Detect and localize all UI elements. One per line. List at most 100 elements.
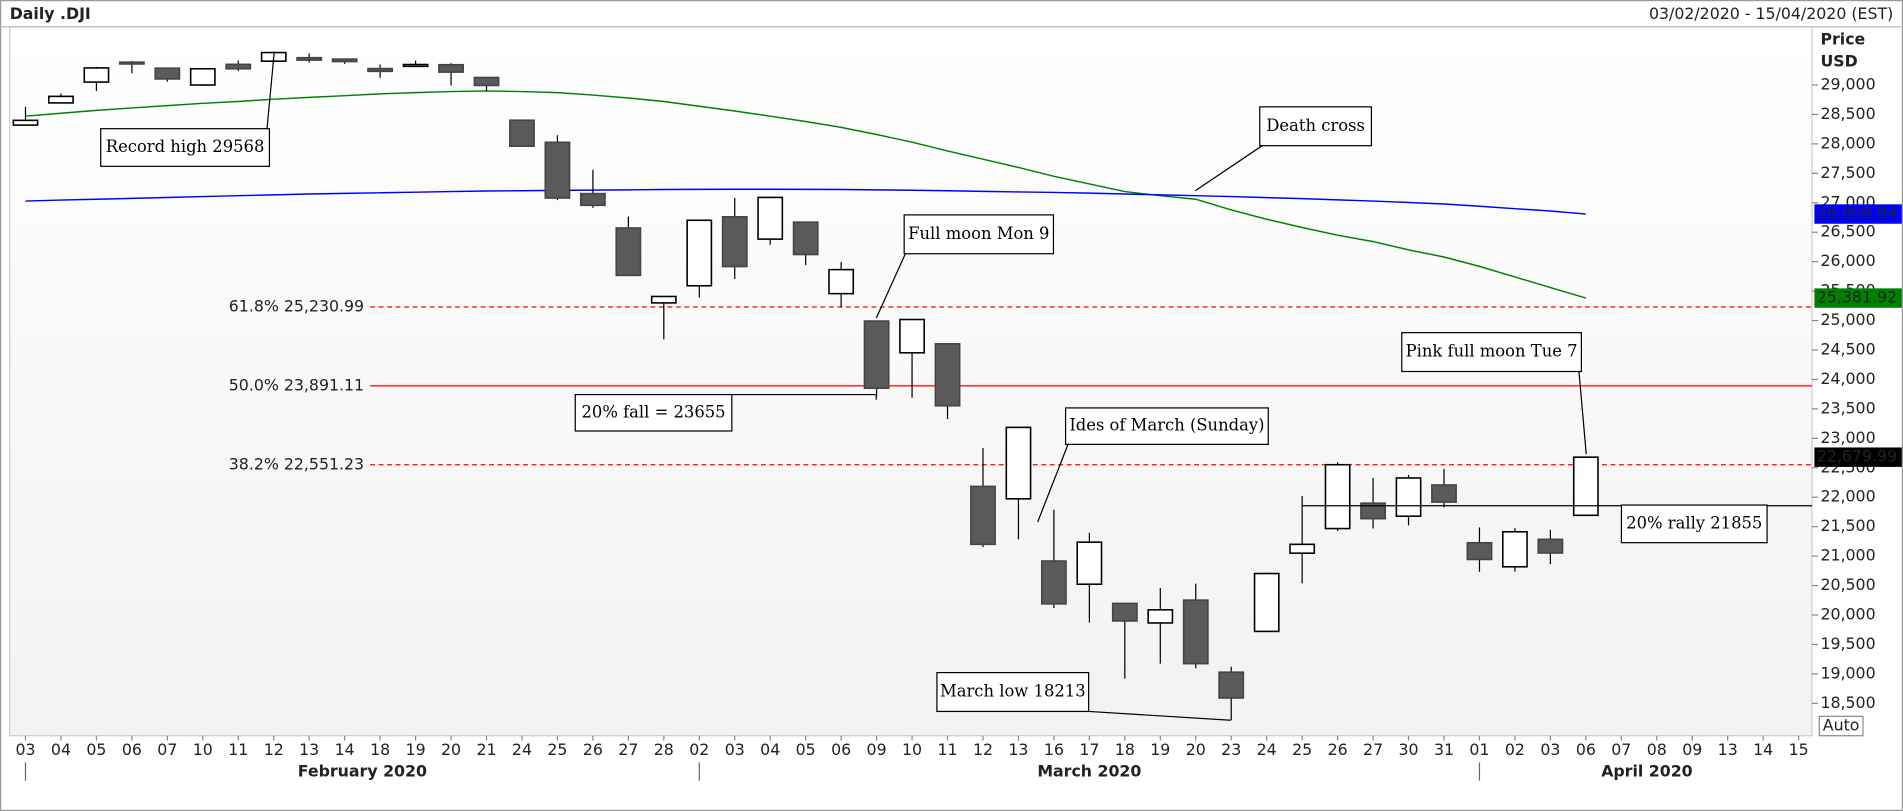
y-tick-label: 19,000	[1820, 663, 1875, 682]
x-tick-label: 31	[1434, 740, 1454, 759]
candle-body	[1501, 531, 1528, 568]
price-tag	[1814, 288, 1902, 308]
candle-body	[1076, 541, 1103, 585]
chart-title: Daily .DJI	[10, 4, 91, 23]
candle-body	[721, 216, 748, 268]
annotation-leader	[1088, 710, 1231, 721]
candle-body	[473, 76, 500, 87]
auto-button-label[interactable]: Auto	[1823, 716, 1860, 735]
y-tick-label: 22,000	[1820, 487, 1875, 506]
x-tick-label: 25	[547, 740, 567, 759]
x-tick-label: 27	[618, 740, 638, 759]
y-tick-label: 27,500	[1820, 163, 1875, 182]
candle-body	[1147, 609, 1174, 624]
x-tick-label: 25	[1292, 740, 1312, 759]
candle-body	[331, 58, 358, 63]
candle-body	[402, 63, 429, 68]
candle-body	[1218, 671, 1245, 699]
annotation-box	[574, 393, 733, 432]
x-tick-label: 28	[654, 740, 674, 759]
annotation-box	[1401, 332, 1582, 373]
y-tick-label: 26,000	[1820, 251, 1875, 270]
x-tick-label: 07	[1611, 740, 1631, 759]
y-tick-label: 29,000	[1820, 75, 1875, 94]
y-tick-label: 24,000	[1820, 369, 1875, 388]
moving-average	[25, 90, 1587, 299]
candle-body	[1466, 541, 1493, 561]
annotation-text: 20% rally 21855	[1626, 513, 1762, 532]
candle-body	[934, 343, 961, 407]
month-label: February 2020	[298, 762, 427, 781]
y-tick-label: 21,000	[1820, 546, 1875, 565]
annotation-leader	[875, 253, 906, 319]
x-tick-label: 21	[476, 740, 496, 759]
annotation-text: Ides of March (Sunday)	[1069, 416, 1264, 435]
level-label: 61.8% 25,230.99	[229, 296, 364, 315]
candle-body	[367, 67, 394, 73]
x-tick-label: 24	[1257, 740, 1277, 759]
candle-body	[970, 485, 996, 546]
x-tick-label: 04	[760, 740, 780, 759]
candle-body	[1395, 477, 1422, 517]
x-tick-label: 23	[1221, 740, 1241, 759]
month-label: April 2020	[1601, 762, 1692, 781]
y-tick-label: 25,000	[1820, 310, 1875, 329]
candle-body	[296, 56, 323, 61]
moving-average	[25, 188, 1586, 215]
candle-body	[1253, 572, 1280, 633]
x-tick-label: 11	[937, 740, 957, 759]
price-tag	[1814, 447, 1902, 467]
candle-body	[792, 221, 819, 256]
annotation-text: Record high 29568	[106, 137, 265, 156]
x-tick-label: 08	[1647, 740, 1667, 759]
month-label: March 2020	[1037, 762, 1141, 781]
annotation-text: 20% fall = 23655	[581, 402, 725, 421]
x-tick-label: 13	[1008, 740, 1028, 759]
candle-body	[899, 318, 925, 354]
x-tick-label: 10	[902, 740, 922, 759]
x-tick-label: 09	[867, 740, 887, 759]
candle-body	[12, 119, 39, 126]
annotation-leader	[731, 393, 877, 400]
candle-body	[1431, 484, 1457, 503]
date-range: 03/02/2020 - 15/04/2020 (EST)	[1649, 4, 1893, 23]
candle-body	[118, 61, 145, 65]
candle-body	[686, 219, 713, 287]
annotation-box	[100, 128, 271, 167]
level-label: 50.0% 23,891.11	[229, 375, 364, 394]
price-tag-label: 26,808.84	[1817, 204, 1897, 223]
price-tag-label: 22,679.99	[1817, 447, 1897, 466]
candle-body	[544, 141, 571, 199]
y-tick-label: 23,000	[1820, 428, 1875, 447]
x-tick-label: 12	[264, 740, 284, 759]
annotation-text: March low 18213	[940, 682, 1086, 701]
x-tick-label: 15	[1789, 740, 1809, 759]
annotation-box	[1620, 504, 1768, 544]
x-tick-label: 02	[689, 740, 709, 759]
candle-body	[863, 320, 890, 390]
x-tick-label: 05	[86, 740, 106, 759]
y-tick-label: 18,500	[1820, 693, 1875, 712]
candle-body	[615, 227, 642, 277]
x-tick-label: 19	[1150, 740, 1170, 759]
candle-body	[1182, 599, 1209, 665]
candle-body	[438, 63, 464, 73]
x-tick-label: 20	[441, 740, 461, 759]
auto-button[interactable]	[1818, 715, 1864, 737]
candle-body	[1040, 560, 1067, 605]
annotation-box	[936, 671, 1090, 713]
candle-body	[1537, 538, 1564, 554]
x-tick-label: 05	[796, 740, 816, 759]
x-tick-label: 06	[1576, 740, 1596, 759]
y-tick-label: 20,500	[1820, 575, 1875, 594]
x-tick-label: 03	[1540, 740, 1560, 759]
x-tick-label: 27	[1363, 740, 1383, 759]
y-tick-label: 19,500	[1820, 634, 1875, 653]
candle-body	[1324, 463, 1351, 530]
axis-unit: USD	[1820, 51, 1857, 70]
candle-body	[189, 67, 216, 86]
annotation-leader	[1195, 145, 1263, 192]
x-tick-label: 09	[1682, 740, 1702, 759]
candle-body	[509, 119, 535, 147]
x-tick-label: 20	[1186, 740, 1206, 759]
